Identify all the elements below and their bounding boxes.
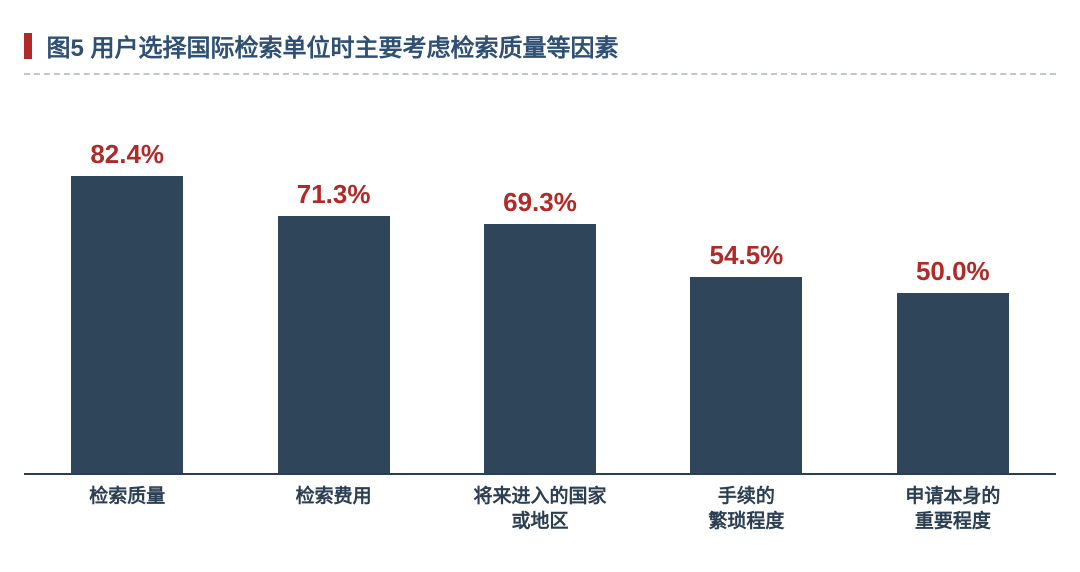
bar-value-label: 50.0% bbox=[916, 256, 990, 287]
category-label: 将来进入的国家 或地区 bbox=[437, 485, 643, 534]
category-labels: 检索质量检索费用将来进入的国家 或地区手续的 繁琐程度申请本身的 重要程度 bbox=[24, 475, 1056, 534]
category-label: 检索质量 bbox=[24, 485, 230, 534]
category-label: 检索费用 bbox=[230, 485, 436, 534]
bar-slot: 50.0% bbox=[850, 115, 1056, 473]
bar bbox=[690, 277, 802, 473]
bar-container: 82.4% 71.3% 69.3% 54.5% 50.0% bbox=[24, 115, 1056, 475]
bar-slot: 82.4% bbox=[24, 115, 230, 473]
bar bbox=[484, 224, 596, 473]
bar-chart: 82.4%71.3%69.3%54.5%50.0% 检索质量检索费用将来进入的国… bbox=[24, 75, 1056, 515]
bar-value-label: 69.3% bbox=[503, 187, 577, 218]
bar bbox=[897, 293, 1009, 473]
bar-slot: 54.5% bbox=[643, 115, 849, 473]
bar-value-label: 82.4% bbox=[90, 139, 164, 170]
bar-value-label: 71.3% bbox=[297, 179, 371, 210]
chart-title: 图5 用户选择国际检索单位时主要考虑检索质量等因素 bbox=[46, 28, 618, 63]
bar-slot: 69.3% bbox=[437, 115, 643, 473]
chart-header: 图5 用户选择国际检索单位时主要考虑检索质量等因素 bbox=[0, 0, 1080, 73]
bar bbox=[278, 216, 390, 473]
title-accent-bar bbox=[24, 33, 32, 59]
category-label: 申请本身的 重要程度 bbox=[850, 485, 1056, 534]
bar bbox=[71, 176, 183, 473]
bar-slot: 71.3% bbox=[230, 115, 436, 473]
bar-value-label: 54.5% bbox=[710, 240, 784, 271]
category-label: 手续的 繁琐程度 bbox=[643, 485, 849, 534]
